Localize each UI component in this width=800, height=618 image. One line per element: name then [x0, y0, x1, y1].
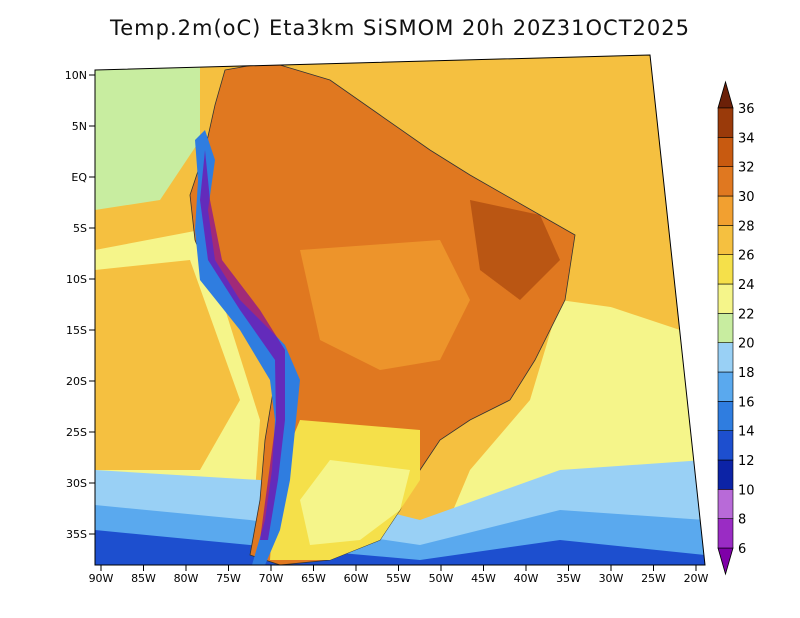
lon-tick-label: 35W — [556, 572, 581, 585]
atlantic-warm-zone — [480, 55, 680, 330]
lat-tick-label: 25S — [66, 426, 87, 439]
lon-tick-label: 70W — [259, 572, 284, 585]
colorbar-label: 20 — [738, 337, 755, 352]
lon-tick-label: 60W — [344, 572, 369, 585]
colorbar-swatch — [717, 518, 734, 549]
colorbar-min-arrow — [717, 547, 734, 576]
latitude-axis: 10N 5N EQ 5S 10S 15S 20S 25S 30S 35S — [65, 69, 95, 541]
colorbar-swatch — [717, 195, 734, 226]
lon-tick-label: 40W — [514, 572, 539, 585]
colorbar-swatch — [717, 401, 734, 431]
lat-tick-label: 5N — [72, 120, 87, 133]
colorbar-label: 22 — [738, 307, 755, 322]
map-frame — [94, 54, 706, 566]
lon-tick-label: 80W — [174, 572, 199, 585]
lat-tick-label: EQ — [71, 171, 87, 184]
lat-tick-label: 10S — [66, 273, 87, 286]
colorbar-swatch — [717, 283, 734, 314]
colorbar-label: 14 — [738, 425, 755, 440]
lat-tick-label: 10N — [65, 69, 87, 82]
lon-tick-label: 75W — [216, 572, 241, 585]
colorbar-swatch — [717, 166, 734, 197]
colorbar-label: 24 — [738, 278, 755, 293]
lon-tick-label: 30W — [599, 572, 624, 585]
colorbar-swatch — [717, 137, 734, 167]
pacific-warm-zone — [95, 260, 240, 470]
colorbar-swatch — [717, 225, 734, 255]
colorbar-label: 34 — [738, 131, 755, 146]
lon-tick-label: 90W — [89, 572, 114, 585]
colorbar-label: 18 — [738, 366, 755, 381]
colorbar-label: 10 — [738, 483, 755, 498]
lon-tick-label: 65W — [301, 572, 326, 585]
colorbar-label: 28 — [738, 219, 755, 234]
colorbar-swatch — [717, 430, 734, 461]
colorbar-swatch — [717, 254, 734, 285]
colorbar-swatch — [717, 107, 734, 138]
lon-tick-label: 20W — [684, 572, 709, 585]
colorbar-label: 6 — [738, 542, 746, 557]
lat-tick-label: 30S — [66, 477, 87, 490]
pacific-cool-zone — [95, 60, 200, 210]
lon-tick-label: 55W — [386, 572, 411, 585]
colorbar-swatch — [717, 371, 734, 402]
northeast-hot-zone — [470, 200, 560, 300]
lon-tick-label: 45W — [471, 572, 496, 585]
colorbar-swatch — [717, 313, 734, 343]
lat-tick-label: 5S — [73, 222, 87, 235]
colorbar-label: 8 — [738, 513, 746, 528]
colorbar-label: 30 — [738, 190, 755, 205]
south-cold-band-3 — [95, 530, 705, 565]
colorbar-swatch — [717, 459, 734, 490]
lon-tick-label: 50W — [429, 572, 454, 585]
colorbar-label: 26 — [738, 249, 755, 264]
colorbar-label: 12 — [738, 454, 755, 469]
lat-tick-label: 35S — [66, 528, 87, 541]
colorbar-swatch — [717, 489, 734, 519]
colorbar-label: 16 — [738, 395, 755, 410]
longitude-axis: 90W 85W 80W 75W 70W 65W 60W 55W 50W 45W 40W 35W 30W 2… — [89, 565, 709, 585]
colorbar-swatch — [717, 342, 734, 373]
lon-tick-label: 85W — [131, 572, 156, 585]
lat-tick-label: 15S — [66, 324, 87, 337]
colorbar: 6 8 10 12 14 16 18 20 22 24 26 28 30 32 34 36 — [717, 80, 755, 576]
map-title: Temp.2m(oC) Eta3km SiSMOM 20h 20Z31OCT20… — [110, 16, 690, 40]
temperature-field — [95, 55, 705, 565]
colorbar-label: 36 — [738, 102, 755, 117]
central-brazil-warm-zone — [300, 240, 470, 370]
colorbar-max-arrow — [717, 80, 734, 109]
lon-tick-label: 25W — [641, 572, 666, 585]
pampas-cooler-zone — [300, 460, 410, 545]
colorbar-label: 32 — [738, 161, 755, 176]
andes-high-peaks — [200, 150, 285, 540]
lat-tick-label: 20S — [66, 375, 87, 388]
